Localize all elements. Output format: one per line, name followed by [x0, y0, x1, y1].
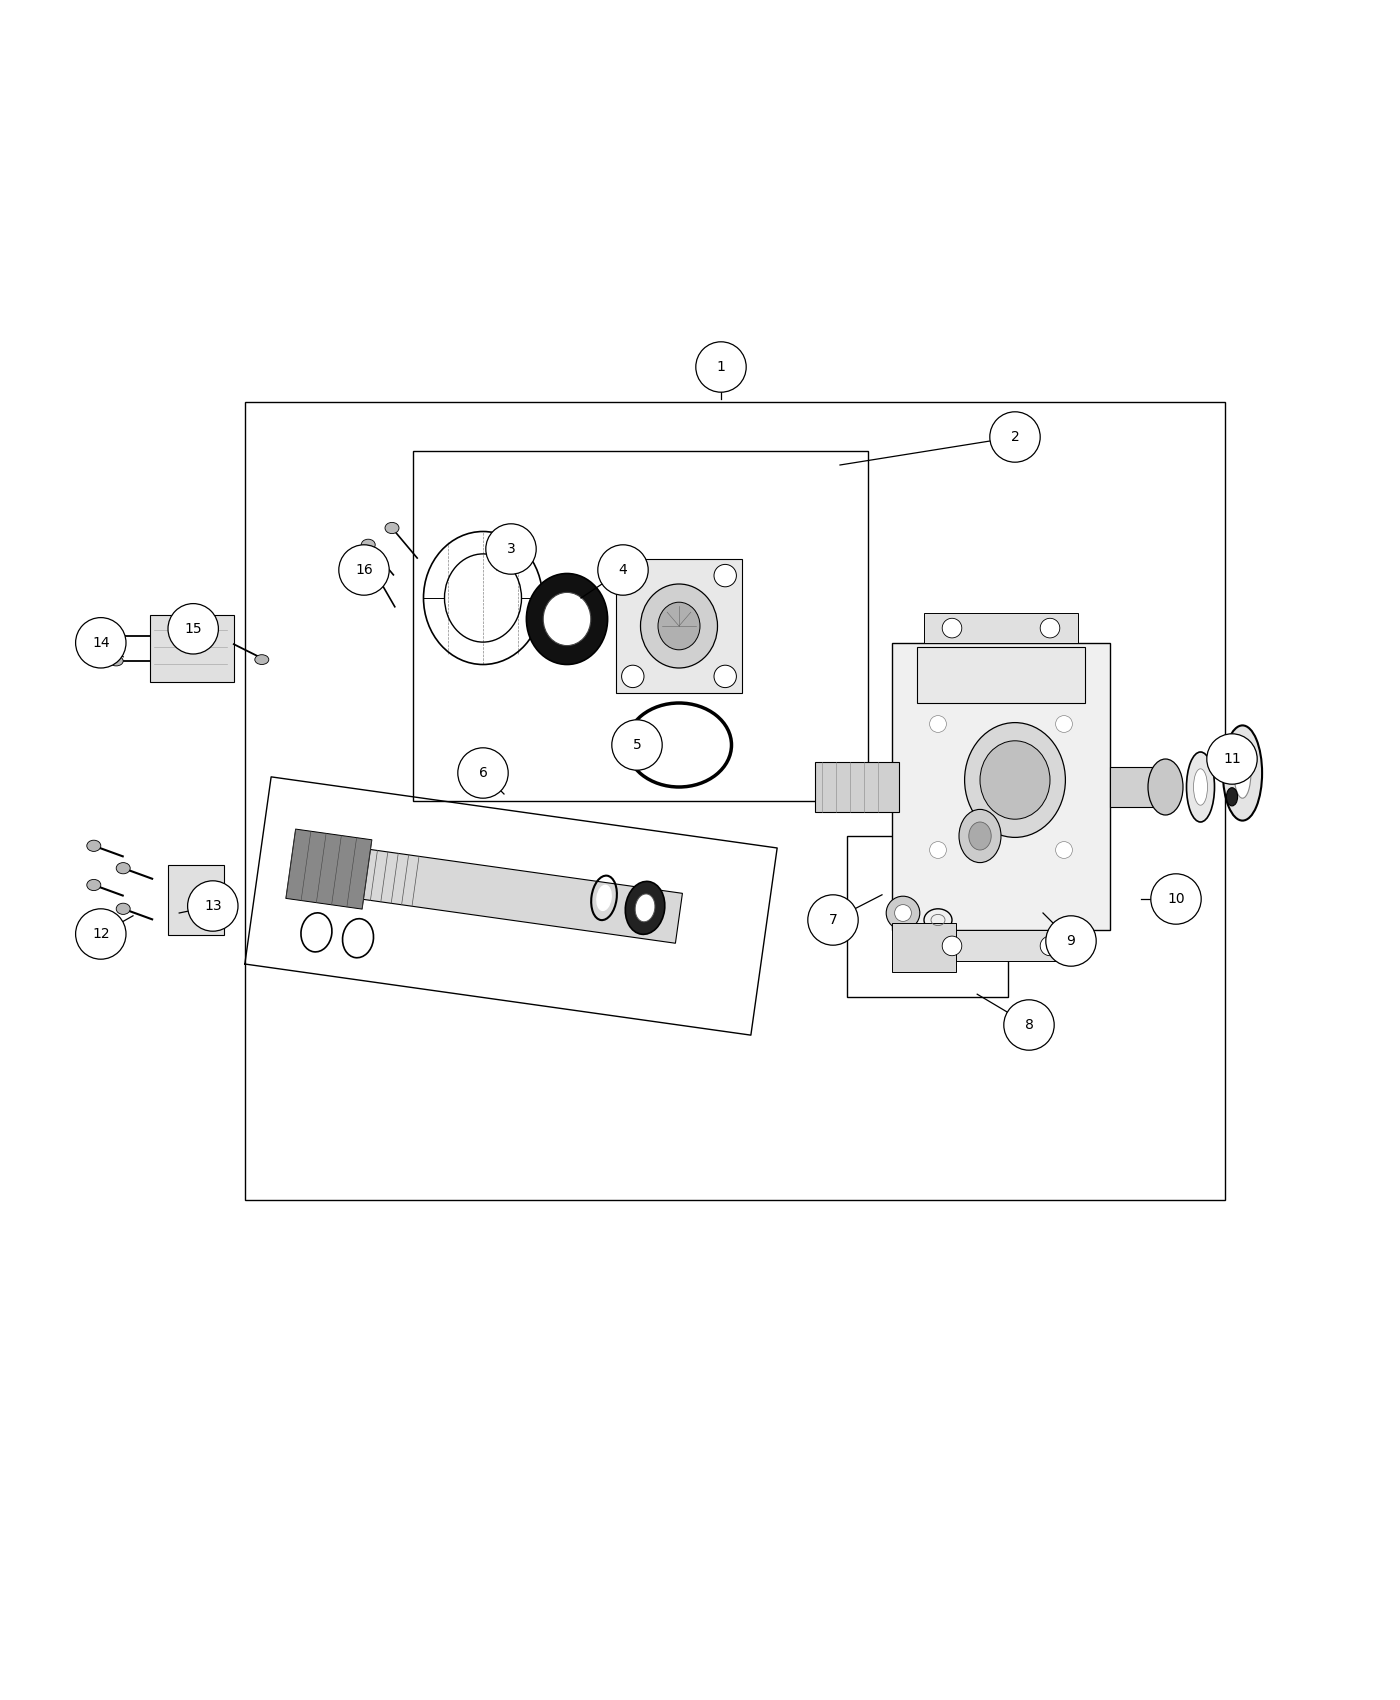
Circle shape [714, 564, 736, 586]
Text: 14: 14 [92, 636, 109, 649]
Ellipse shape [1148, 758, 1183, 814]
Ellipse shape [116, 903, 130, 915]
Circle shape [188, 881, 238, 932]
Circle shape [622, 665, 644, 687]
Circle shape [942, 937, 962, 955]
Circle shape [486, 524, 536, 575]
Bar [893, 644, 1109, 930]
Bar [893, 923, 955, 972]
Polygon shape [286, 830, 372, 910]
Circle shape [808, 894, 858, 945]
Circle shape [622, 564, 644, 586]
Ellipse shape [1187, 751, 1215, 823]
Circle shape [1040, 937, 1060, 955]
Ellipse shape [109, 631, 123, 641]
Ellipse shape [1226, 787, 1238, 806]
Bar [245, 401, 1225, 1200]
Ellipse shape [965, 722, 1065, 838]
Text: 6: 6 [479, 767, 487, 780]
Text: 11: 11 [1224, 751, 1240, 767]
Circle shape [168, 604, 218, 654]
Text: 9: 9 [1067, 933, 1075, 949]
Circle shape [76, 617, 126, 668]
Ellipse shape [1193, 768, 1207, 806]
Text: 1: 1 [717, 360, 725, 374]
Bar [847, 836, 1008, 996]
Ellipse shape [361, 539, 375, 551]
Ellipse shape [109, 656, 123, 666]
Ellipse shape [658, 602, 700, 649]
Text: 10: 10 [1168, 892, 1184, 906]
Circle shape [1056, 842, 1072, 858]
Circle shape [1046, 916, 1096, 966]
Circle shape [1040, 619, 1060, 638]
Circle shape [1151, 874, 1201, 925]
Ellipse shape [596, 886, 612, 911]
Ellipse shape [87, 840, 101, 852]
Ellipse shape [385, 522, 399, 534]
Bar [917, 648, 1085, 704]
Ellipse shape [980, 741, 1050, 819]
Bar [413, 450, 868, 801]
Circle shape [1056, 716, 1072, 733]
Text: 5: 5 [633, 738, 641, 751]
Text: 16: 16 [356, 563, 372, 576]
Circle shape [696, 342, 746, 393]
Ellipse shape [543, 592, 591, 646]
Circle shape [1207, 734, 1257, 784]
Text: 4: 4 [619, 563, 627, 576]
Bar [924, 612, 1078, 644]
Ellipse shape [368, 568, 382, 578]
Text: 7: 7 [829, 913, 837, 927]
Circle shape [1004, 1000, 1054, 1051]
Ellipse shape [87, 879, 101, 891]
Bar [1109, 767, 1165, 806]
Bar [150, 615, 234, 682]
Text: 3: 3 [507, 542, 515, 556]
Bar [924, 930, 1078, 960]
Circle shape [598, 544, 648, 595]
Ellipse shape [255, 654, 269, 665]
Text: 12: 12 [92, 927, 109, 942]
Circle shape [612, 719, 662, 770]
Bar [815, 762, 899, 813]
Text: 15: 15 [185, 622, 202, 636]
Circle shape [990, 411, 1040, 462]
Circle shape [458, 748, 508, 799]
Circle shape [886, 896, 920, 930]
Ellipse shape [636, 894, 655, 921]
Bar [616, 559, 742, 694]
Ellipse shape [626, 881, 665, 935]
Text: 13: 13 [204, 899, 221, 913]
Polygon shape [329, 845, 682, 944]
Circle shape [339, 544, 389, 595]
Ellipse shape [959, 809, 1001, 862]
Ellipse shape [1235, 748, 1252, 799]
Ellipse shape [969, 823, 991, 850]
Ellipse shape [641, 585, 717, 668]
Bar [168, 865, 224, 935]
Circle shape [895, 904, 911, 921]
Circle shape [942, 619, 962, 638]
Circle shape [76, 910, 126, 959]
Ellipse shape [1224, 726, 1263, 821]
Circle shape [714, 665, 736, 687]
Text: 8: 8 [1025, 1018, 1033, 1032]
Circle shape [930, 842, 946, 858]
Ellipse shape [526, 573, 608, 665]
Ellipse shape [116, 862, 130, 874]
Text: 2: 2 [1011, 430, 1019, 444]
Circle shape [930, 716, 946, 733]
